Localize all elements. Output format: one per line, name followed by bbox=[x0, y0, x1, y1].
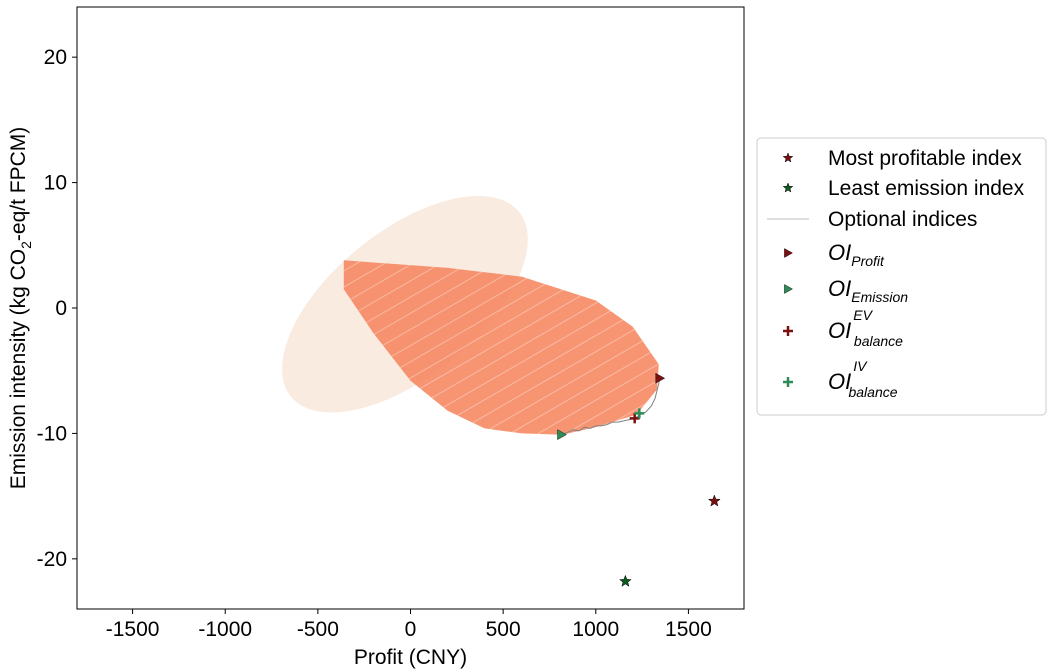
legend-triangle-marker bbox=[784, 248, 793, 258]
y-tick-label: -20 bbox=[37, 548, 67, 571]
series-point-triangle bbox=[557, 429, 567, 441]
y-axis-title: Emission intensity (kg CO2-eq/t FPCM) bbox=[7, 127, 34, 490]
legend-star-marker bbox=[782, 182, 794, 193]
legend-box bbox=[756, 137, 1047, 416]
dense-region-texture bbox=[343, 260, 659, 435]
x-axis-title: Profit (CNY) bbox=[354, 646, 467, 669]
legend-item: Most profitable index bbox=[782, 147, 1022, 170]
legend-item: OIProfit bbox=[784, 240, 885, 269]
legend-label: OIIV balance bbox=[828, 358, 898, 400]
legend-label: OIEmission bbox=[828, 276, 908, 305]
x-tick-label: 0 bbox=[405, 618, 417, 641]
x-tick-label: -500 bbox=[297, 618, 339, 641]
legend-item: OIEmission bbox=[784, 276, 908, 305]
legend-item: Least emission index bbox=[782, 177, 1025, 200]
x-tick-label: 1000 bbox=[572, 618, 619, 641]
y-tick-label: 20 bbox=[44, 46, 67, 69]
legend-item: OIEV balance bbox=[783, 307, 903, 349]
x-tick-label: -1500 bbox=[106, 618, 160, 641]
x-tick-label: -1000 bbox=[198, 618, 252, 641]
legend-label: Optional indices bbox=[828, 208, 977, 231]
legend-plus-marker bbox=[783, 377, 793, 387]
series-point-star bbox=[619, 574, 632, 587]
series-point-plus bbox=[634, 408, 645, 419]
legend-label: Least emission index bbox=[828, 177, 1025, 200]
legend-label: Most profitable index bbox=[828, 147, 1022, 170]
y-tick-label: -10 bbox=[37, 422, 67, 445]
legend-item: OIIV balance bbox=[783, 358, 898, 400]
x-tick-label: 1500 bbox=[665, 618, 712, 641]
series-point-star bbox=[707, 494, 721, 507]
y-tick-label: 0 bbox=[55, 297, 67, 320]
x-tick-label: 500 bbox=[486, 618, 521, 641]
legend-label: OIProfit bbox=[828, 240, 885, 269]
series-point-plus bbox=[629, 413, 640, 424]
legend-item: Optional indices bbox=[767, 208, 977, 231]
legend-label: OIEV balance bbox=[828, 307, 903, 349]
optional-indices-line bbox=[562, 378, 661, 436]
legend-star-marker bbox=[782, 152, 794, 163]
legend-triangle-marker bbox=[784, 284, 793, 294]
y-tick-label: 10 bbox=[44, 172, 67, 195]
legend-plus-marker bbox=[783, 326, 793, 336]
series-point-triangle bbox=[655, 372, 666, 384]
